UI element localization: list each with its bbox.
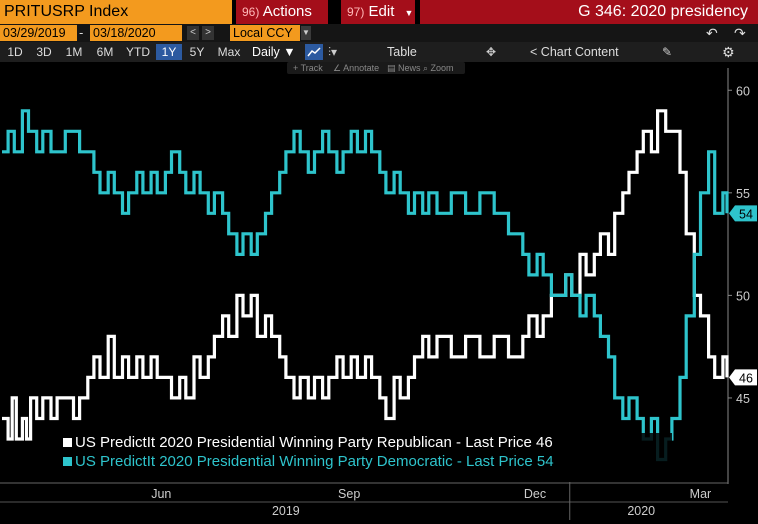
end-date-input[interactable]: 03/18/2020 <box>90 25 182 41</box>
x-year-label: 2020 <box>627 504 655 518</box>
chart-subtools: + Track ∠ Annotate ▤ News ⌕ Zoom <box>287 62 465 74</box>
range-button-1m[interactable]: 1M <box>65 45 83 59</box>
currency-select[interactable]: Local CCY <box>230 25 300 41</box>
start-date-input[interactable]: 03/29/2019 <box>0 25 77 41</box>
range-button-6m[interactable]: 6M <box>96 45 114 59</box>
range-button-3d[interactable]: 3D <box>36 45 52 59</box>
news-tool[interactable]: ▤ News <box>387 63 421 73</box>
chevron-left-icon: < <box>530 45 538 59</box>
chart-content-label: Chart Content <box>540 45 619 59</box>
caret-down-icon[interactable]: ▼ <box>301 26 311 40</box>
edit-menu-button[interactable]: 97) Edit ▼ <box>341 0 415 24</box>
chart-content-button[interactable]: < Chart Content <box>530 44 619 60</box>
price-tag-value: 54 <box>739 207 753 221</box>
range-button-max[interactable]: Max <box>217 45 241 59</box>
date-separator: - <box>79 25 84 40</box>
x-tick-label: Mar <box>690 487 712 501</box>
price-tag-shape <box>729 205 757 222</box>
bar-chart-icon[interactable]: ⫶▾ <box>328 45 338 59</box>
republican-series-line <box>2 109 729 441</box>
legend-background <box>60 433 672 477</box>
x-year-label: 2019 <box>272 504 300 518</box>
gear-icon[interactable]: ⚙ <box>722 44 735 60</box>
line-chart-icon[interactable] <box>305 44 323 60</box>
y-tick-label: 55 <box>736 187 750 201</box>
democratic-last-price-tag: 54 <box>729 205 757 222</box>
table-button[interactable]: Table <box>387 45 417 59</box>
chevron-left-icon[interactable]: < <box>187 26 199 40</box>
price-tag-shape <box>729 369 757 386</box>
y-tick-label: 60 <box>736 84 750 98</box>
caret-down-icon: ▼ <box>283 45 296 59</box>
legend-swatch <box>63 457 72 466</box>
chevron-right-icon[interactable]: > <box>202 26 214 40</box>
range-button-1y[interactable]: 1Y <box>156 44 182 60</box>
range-button-5y[interactable]: 5Y <box>189 45 205 59</box>
edit-menu-number: 97) <box>347 5 365 19</box>
x-tick-label: Sep <box>338 487 360 501</box>
page-title: G 346: 2020 presidency <box>420 0 758 24</box>
pencil-icon[interactable]: ✎ <box>662 45 673 59</box>
actions-menu-number: 96) <box>242 5 260 19</box>
x-tick-label: Dec <box>524 487 546 501</box>
undo-icon[interactable]: ↶ <box>706 25 718 41</box>
redo-icon[interactable]: ↷ <box>734 25 746 41</box>
range-button-ytd[interactable]: YTD <box>126 45 150 59</box>
range-button-1d[interactable]: 1D <box>7 45 23 59</box>
x-tick-label: Jun <box>151 487 171 501</box>
edit-menu-label: Edit <box>368 3 395 20</box>
zoom-tool[interactable]: ⌕ Zoom <box>423 63 454 73</box>
range-toolbar: 1D 3D 1M 6M YTD 1Y 5Y Max Daily ▼ ⫶▾ Tab… <box>0 42 758 62</box>
democratic-series-line <box>2 109 729 462</box>
move-icon[interactable]: ✥ <box>486 45 497 59</box>
y-tick-label: 50 <box>736 289 750 303</box>
frequency-label: Daily <box>252 45 280 59</box>
price-tag-value: 46 <box>739 371 753 385</box>
legend-swatch <box>63 438 72 447</box>
republican-last-price-tag: 46 <box>729 369 757 386</box>
legend-entry: US PredictIt 2020 Presidential Winning P… <box>75 453 554 470</box>
annotate-tool[interactable]: ∠ Annotate <box>333 63 380 73</box>
frequency-select[interactable]: Daily ▼ <box>252 44 296 60</box>
ticker-field[interactable]: PRITUSRP Index <box>0 0 232 24</box>
actions-menu-label: Actions <box>262 3 312 20</box>
legend-entry: US PredictIt 2020 Presidential Winning P… <box>75 434 553 451</box>
y-tick-label: 45 <box>736 392 750 406</box>
date-range-row: 03/29/2019 - 03/18/2020 < > Local CCY ▼ … <box>0 24 758 42</box>
chart-legend: US PredictIt 2020 Presidential Winning P… <box>60 433 672 477</box>
caret-down-icon: ▼ <box>404 8 414 18</box>
track-tool[interactable]: + Track <box>293 63 323 73</box>
